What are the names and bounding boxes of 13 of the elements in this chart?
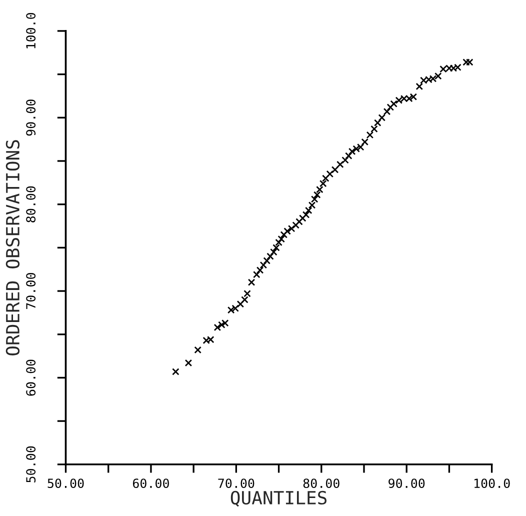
x-tick-label: 80.00 [303, 478, 340, 488]
y-tick-label: 60.00 [26, 360, 36, 396]
y-tick-label: 80.00 [26, 186, 36, 222]
x-tick-label: 100.0 [474, 478, 510, 488]
x-tick-label: 70.00 [218, 478, 254, 488]
y-tick-label: 90.00 [26, 100, 36, 136]
x-tick-label: 90.00 [388, 478, 425, 488]
y-tick-label: 100.0 [26, 12, 36, 48]
x-tick-label: 60.00 [132, 478, 169, 488]
x-axis-title: QUANTILES [230, 490, 327, 507]
y-axis-title: ORDERED OBSERVATIONS [6, 140, 20, 356]
x-tick-label: 50.00 [48, 478, 84, 488]
y-tick-label: 70.00 [26, 273, 36, 309]
